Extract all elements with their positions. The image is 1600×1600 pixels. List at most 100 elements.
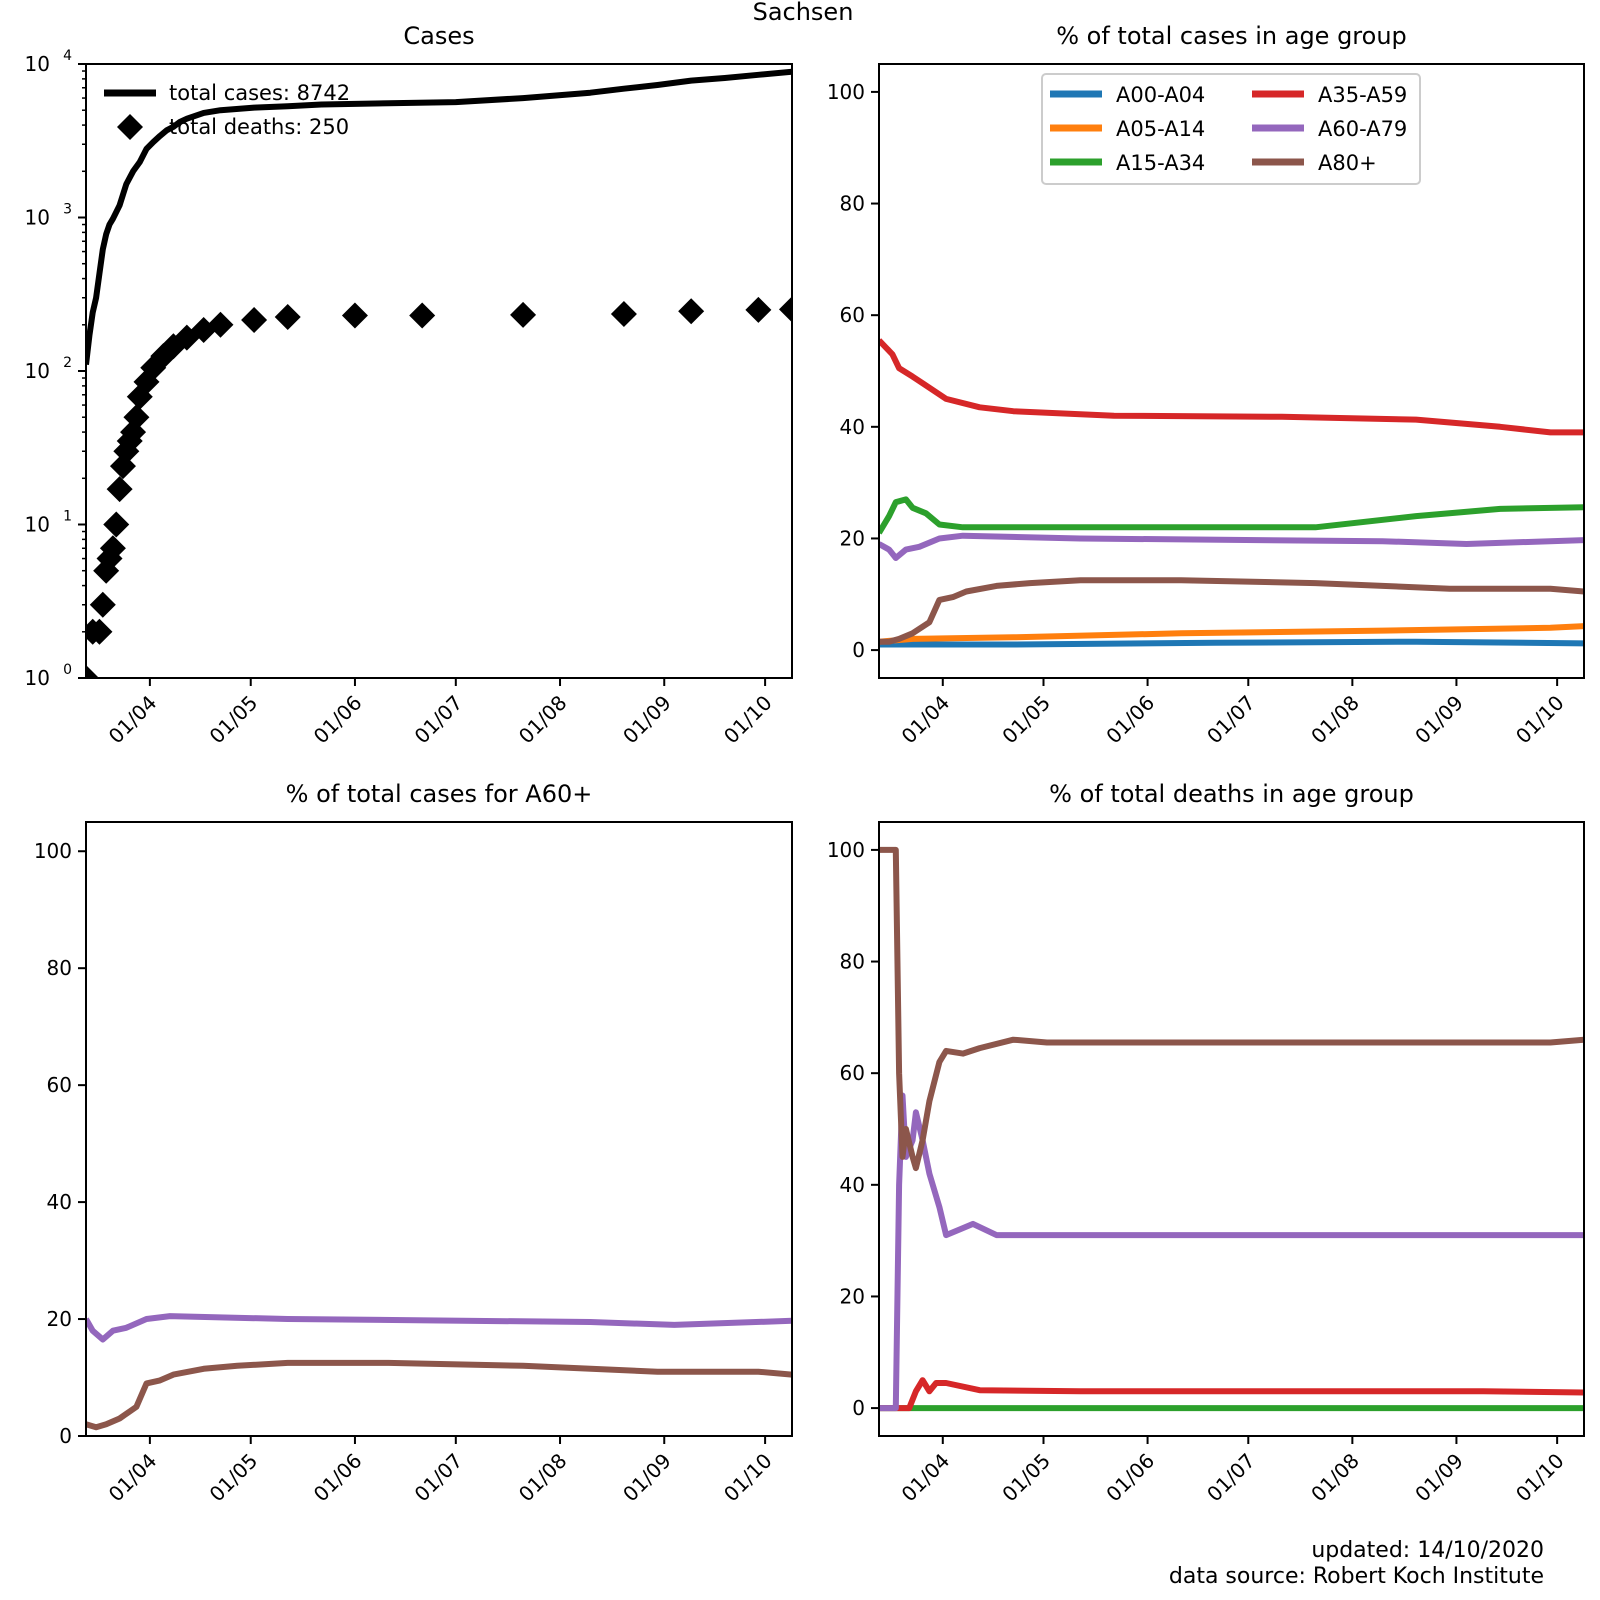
legend: total cases: 8742 total deaths: 250 <box>104 81 350 140</box>
death-marker <box>86 665 99 678</box>
x-tick-label: 01/09 <box>1410 691 1468 749</box>
x-tick-label: 01/06 <box>309 1449 367 1507</box>
legend-box <box>1041 73 1421 185</box>
x-tick-label: 01/09 <box>618 691 676 749</box>
y-tick-label: 60 <box>840 303 865 327</box>
legend-label-a35-a59: A35-A59 <box>1318 83 1407 107</box>
y-tick-exponent: 4 <box>63 48 72 64</box>
axes-frame <box>85 821 793 1437</box>
data-source: data source: Robert Koch Institute <box>1168 1564 1544 1589</box>
x-tick-label: 01/04 <box>104 1449 162 1507</box>
legend-label-a15-a34: A15-A34 <box>1116 151 1205 175</box>
y-tick-label: 20 <box>840 526 865 550</box>
y-tick-exponent: 1 <box>63 509 72 525</box>
figure-title: Sachsen <box>753 0 854 26</box>
x-tick-label: 01/10 <box>1511 691 1569 749</box>
series-line-a35-a59 <box>879 338 1584 436</box>
death-marker <box>99 535 126 562</box>
series-line-a00-a04 <box>879 638 1584 648</box>
series-line-a60-a79 <box>86 1313 792 1343</box>
plot-area <box>879 338 1584 648</box>
y-tick-label: 0 <box>59 1424 72 1448</box>
x-tick-label: 01/07 <box>410 691 468 749</box>
x-tick-label: 01/04 <box>104 691 162 749</box>
y-tick-label: 10 <box>25 666 50 690</box>
death-marker <box>207 311 234 338</box>
plot-area <box>879 846 1584 1412</box>
panel-title: % of total cases in age group <box>1056 22 1407 50</box>
death-marker <box>341 302 368 329</box>
x-tick-label: 01/05 <box>997 1449 1055 1507</box>
y-tick-label: 20 <box>47 1307 72 1331</box>
x-tick-label: 01/10 <box>719 691 777 749</box>
death-marker <box>409 302 436 329</box>
y-tick-label: 40 <box>840 415 865 439</box>
x-tick-label: 01/05 <box>205 691 263 749</box>
death-marker <box>610 301 637 328</box>
y-tick-label: 100 <box>827 838 865 862</box>
y-tick-exponent: 3 <box>63 202 72 218</box>
series-line-a80- <box>86 1359 792 1431</box>
death-marker <box>678 298 705 325</box>
death-marker <box>745 296 772 323</box>
y-tick-label: 60 <box>47 1073 72 1097</box>
y-tick-label: 0 <box>852 1396 865 1420</box>
x-tick-label: 01/05 <box>205 1449 263 1507</box>
panel-title: % of total deaths in age group <box>1049 780 1414 808</box>
y-tick-label: 10 <box>25 52 50 76</box>
legend: A00-A04 A05-A14 A15-A34 A35-A59 A60-A79 A80+ <box>1041 73 1421 185</box>
y-tick-label: 0 <box>852 638 865 662</box>
x-tick-label: 01/06 <box>309 691 367 749</box>
y-tick-label: 100 <box>827 80 865 104</box>
legend-marker-total-deaths <box>117 114 143 140</box>
y-tick-exponent: 0 <box>63 662 72 678</box>
legend-label-a60-a79: A60-A79 <box>1318 117 1407 141</box>
series-line-total-cases <box>86 68 792 365</box>
x-tick-label: 01/04 <box>897 1449 955 1507</box>
x-tick-label: 01/08 <box>1306 1449 1364 1507</box>
panel-age-deaths: % of total deaths in age group 01/04 01/05… <box>827 780 1585 1507</box>
x-tick-label: 01/09 <box>1410 1449 1468 1507</box>
legend-label-total-cases: total cases: 8742 <box>169 81 350 105</box>
x-tick-label: 01/05 <box>997 691 1055 749</box>
updated-date: updated: 14/10/2020 <box>1311 1538 1544 1563</box>
y-tick-label: 40 <box>47 1190 72 1214</box>
x-tick-label: 01/10 <box>1511 1449 1569 1507</box>
plot-area <box>86 1313 792 1431</box>
series-line-a35-a59 <box>879 1377 1584 1412</box>
footer: updated: 14/10/2020 data source: Robert … <box>1169 1538 1544 1590</box>
axes-frame <box>85 63 793 679</box>
legend-label-a00-a04: A00-A04 <box>1116 83 1205 107</box>
y-tick-label: 10 <box>25 206 50 230</box>
y-tick-exponent: 2 <box>63 355 72 371</box>
axes-frame <box>878 63 1585 679</box>
panel-title: % of total cases for A60+ <box>286 780 593 808</box>
panel-title: Cases <box>403 22 474 50</box>
y-tick-label: 80 <box>840 192 865 216</box>
y-tick-label: 80 <box>47 956 72 980</box>
death-marker <box>510 301 537 328</box>
legend-label-a05-a14: A05-A14 <box>1116 117 1205 141</box>
panel-age-cases: % of total cases in age group 01/04 01/05 0… <box>827 22 1585 749</box>
y-tick-label: 10 <box>25 359 50 383</box>
series-line-a60-a79 <box>879 1092 1584 1412</box>
death-marker <box>241 306 268 333</box>
death-marker <box>106 476 133 503</box>
series-line-a15-a34 <box>879 496 1584 535</box>
death-marker <box>779 296 792 323</box>
x-tick-label: 01/08 <box>1306 691 1364 749</box>
panel-cases: Cases 01/04 01/05 01/06 01/07 01/08 01/09 01/10… <box>25 22 793 749</box>
x-tick-label: 01/07 <box>1202 691 1260 749</box>
plot-area <box>86 68 792 678</box>
death-marker <box>109 453 136 480</box>
death-marker <box>89 591 116 618</box>
y-tick-label: 20 <box>840 1284 865 1308</box>
x-tick-label: 01/08 <box>514 1449 572 1507</box>
y-tick-label: 10 <box>25 513 50 537</box>
x-tick-label: 01/04 <box>897 691 955 749</box>
y-tick-label: 80 <box>840 950 865 974</box>
death-marker <box>103 511 130 538</box>
y-tick-label: 100 <box>34 839 72 863</box>
series-line-a80- <box>879 577 1584 645</box>
